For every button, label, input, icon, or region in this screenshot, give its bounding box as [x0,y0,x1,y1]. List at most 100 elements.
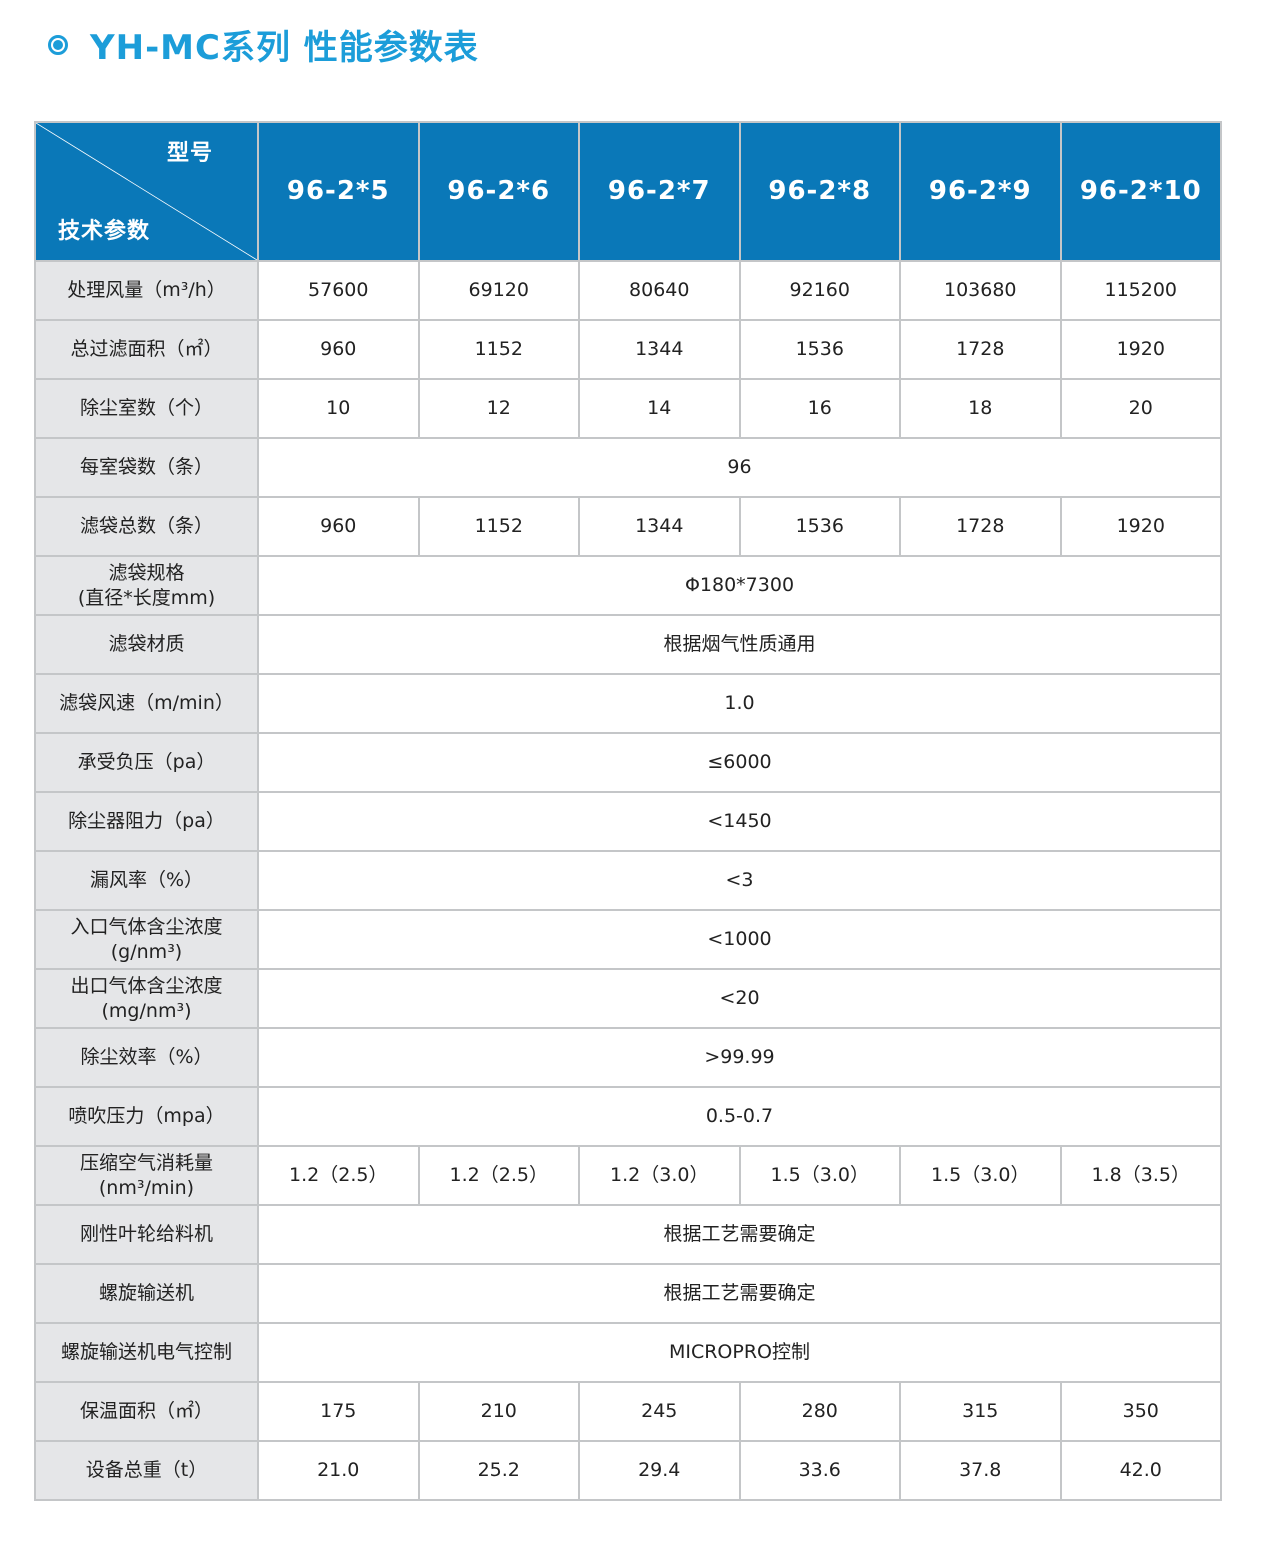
cell-value: 25.2 [417,1440,580,1501]
cell-value: 960 [257,319,420,380]
cell-value: MICROPRO控制 [257,1322,1222,1383]
row-label-text: 滤袋总数（条） [79,515,213,537]
cell-value: 57600 [257,260,420,321]
cell-value: 0.5-0.7 [257,1086,1222,1147]
row-label: 滤袋风速（m/min） [34,673,259,734]
table-row: 漏风率（%） <3 [34,850,1222,911]
row-label: 除尘效率（%） [34,1027,259,1088]
cell-value: 96 [257,437,1222,498]
table-row: 出口气体含尘浓度 (mg/nm³) <20 [34,968,1222,1029]
row-label-text: 漏风率（%） [89,869,204,891]
model-header: 96-2*8 [738,121,901,262]
row-label-text: 螺旋输送机电气控制 [60,1341,232,1363]
row-label: 保温面积（㎡） [34,1381,259,1442]
row-label-text: 处理风量（m³/h） [67,279,226,301]
cell-value: 根据烟气性质通用 [257,614,1222,675]
model-header: 96-2*6 [417,121,580,262]
header-row: 型号 技术参数 96-2*5 96-2*6 96-2*7 96-2*8 96-2*9 96… [34,121,1222,262]
corner-model-label: 型号 [166,141,213,166]
cell-value: 1344 [578,496,741,557]
cell-value: 12 [417,378,580,439]
table-row: 除尘室数（个） 10 12 14 16 18 20 [34,378,1222,439]
row-label: 喷吹压力（mpa） [34,1086,259,1147]
row-label-text: 承受负压（pa） [77,751,216,773]
cell-value: 37.8 [899,1440,1062,1501]
table-row: 承受负压（pa） ≤6000 [34,732,1222,793]
cell-value: 1728 [899,319,1062,380]
cell-value: 1728 [899,496,1062,557]
model-header: 96-2*9 [899,121,1062,262]
cell-value: 29.4 [578,1440,741,1501]
row-label: 入口气体含尘浓度 (g/nm³) [34,909,259,970]
cell-value: <1000 [257,909,1222,970]
table-row: 滤袋材质 根据烟气性质通用 [34,614,1222,675]
diagonal-divider [36,123,257,260]
table-row: 螺旋输送机 根据工艺需要确定 [34,1263,1222,1324]
row-label: 滤袋总数（条） [34,496,259,557]
cell-value: 18 [899,378,1062,439]
row-label-text: 滤袋风速（m/min） [59,692,234,714]
row-label-text: 喷吹压力（mpa） [68,1105,225,1127]
page-title-text: YH-MC系列 性能参数表 [90,28,479,68]
cell-value: 960 [257,496,420,557]
cell-value: 1344 [578,319,741,380]
row-label-unit: (g/nm³) [110,940,183,963]
cell-value: 33.6 [738,1440,901,1501]
table-row: 刚性叶轮给料机 根据工艺需要确定 [34,1204,1222,1265]
row-label: 螺旋输送机 [34,1263,259,1324]
cell-value: 1.2（3.0） [578,1145,741,1206]
table-row: 滤袋总数（条） 960 1152 1344 1536 1728 1920 [34,496,1222,557]
table-row: 设备总重（t） 21.0 25.2 29.4 33.6 37.8 42.0 [34,1440,1222,1501]
row-label: 设备总重（t） [34,1440,259,1501]
cell-value: ≤6000 [257,732,1222,793]
cell-value: 115200 [1059,260,1222,321]
row-label: 出口气体含尘浓度 (mg/nm³) [34,968,259,1029]
row-label: 压缩空气消耗量 (nm³/min) [34,1145,259,1206]
table-row: 滤袋风速（m/min） 1.0 [34,673,1222,734]
cell-value: 16 [738,378,901,439]
table-row: 入口气体含尘浓度 (g/nm³) <1000 [34,909,1222,970]
row-label-text: 螺旋输送机 [98,1282,194,1304]
cell-value: 1152 [417,319,580,380]
cell-value: 10 [257,378,420,439]
table-row: 喷吹压力（mpa） 0.5-0.7 [34,1086,1222,1147]
model-header: 96-2*10 [1059,121,1222,262]
table-row: 处理风量（m³/h） 57600 69120 80640 92160 103680 1152… [34,260,1222,321]
parameter-table: 型号 技术参数 96-2*5 96-2*6 96-2*7 96-2*8 96-2*9 96… [34,121,1222,1501]
cell-value: <1450 [257,791,1222,852]
cell-value: 92160 [738,260,901,321]
cell-value: 1920 [1059,319,1222,380]
row-label-unit: (mg/nm³) [101,999,192,1022]
row-label: 总过滤面积（㎡） [34,319,259,380]
cell-value: 210 [417,1381,580,1442]
cell-value: 69120 [417,260,580,321]
row-label-unit: (直径*长度mm) [77,586,216,609]
cell-value: 根据工艺需要确定 [257,1263,1222,1324]
row-label-text: 入口气体含尘浓度 [70,915,223,938]
row-label-text: 压缩空气消耗量 [79,1151,213,1174]
table-row: 压缩空气消耗量 (nm³/min) 1.2（2.5） 1.2（2.5） 1.2（3.0）… [34,1145,1222,1206]
radio-bullet-icon [48,34,68,55]
table-row: 每室袋数（条） 96 [34,437,1222,498]
cell-value: 1.5（3.0） [738,1145,901,1206]
row-label: 滤袋规格 (直径*长度mm) [34,555,259,616]
row-label: 漏风率（%） [34,850,259,911]
cell-value: 350 [1059,1381,1222,1442]
table-row: 总过滤面积（㎡） 960 1152 1344 1536 1728 1920 [34,319,1222,380]
cell-value: Φ180*7300 [257,555,1222,616]
corner-param-label: 技术参数 [58,219,151,244]
table-row: 滤袋规格 (直径*长度mm) Φ180*7300 [34,555,1222,616]
cell-value: 1536 [738,319,901,380]
cell-value: 175 [257,1381,420,1442]
cell-value: <3 [257,850,1222,911]
cell-value: 42.0 [1059,1440,1222,1501]
cell-value: 1920 [1059,496,1222,557]
row-label: 刚性叶轮给料机 [34,1204,259,1265]
model-header: 96-2*5 [257,121,420,262]
cell-value: <20 [257,968,1222,1029]
row-label-text: 除尘效率（%） [80,1046,213,1068]
cell-value: 1.8（3.5） [1059,1145,1222,1206]
cell-value: 1.5（3.0） [899,1145,1062,1206]
row-label-text: 总过滤面积（㎡） [70,338,223,360]
row-label-text: 除尘器阻力（pa） [68,810,225,832]
